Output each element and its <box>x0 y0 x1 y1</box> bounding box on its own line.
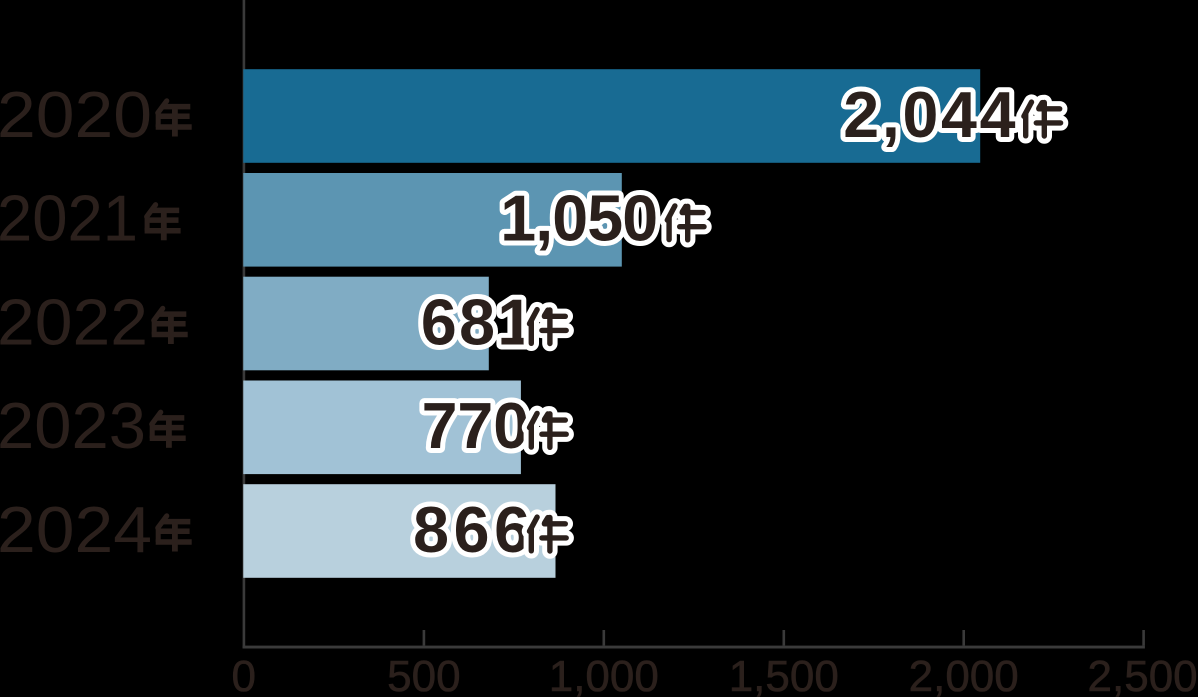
svg-text:2020: 2020 <box>0 79 152 151</box>
svg-text:2023: 2023 <box>0 390 146 462</box>
svg-text:681: 681 <box>421 286 536 358</box>
svg-text:2021: 2021 <box>0 183 138 255</box>
svg-text:866: 866 <box>413 494 535 566</box>
svg-text:2,500: 2,500 <box>1088 652 1198 697</box>
svg-text:500: 500 <box>387 652 460 697</box>
svg-text:2024: 2024 <box>0 494 152 566</box>
svg-text:0: 0 <box>232 652 256 697</box>
svg-text:2022: 2022 <box>0 286 148 358</box>
svg-text:1,500: 1,500 <box>729 652 839 697</box>
svg-text:1,000: 1,000 <box>549 652 659 697</box>
svg-text:770: 770 <box>422 390 530 462</box>
svg-text:1,050: 1,050 <box>500 183 657 255</box>
svg-text:2,044: 2,044 <box>843 79 1018 151</box>
svg-text:2,000: 2,000 <box>909 652 1019 697</box>
